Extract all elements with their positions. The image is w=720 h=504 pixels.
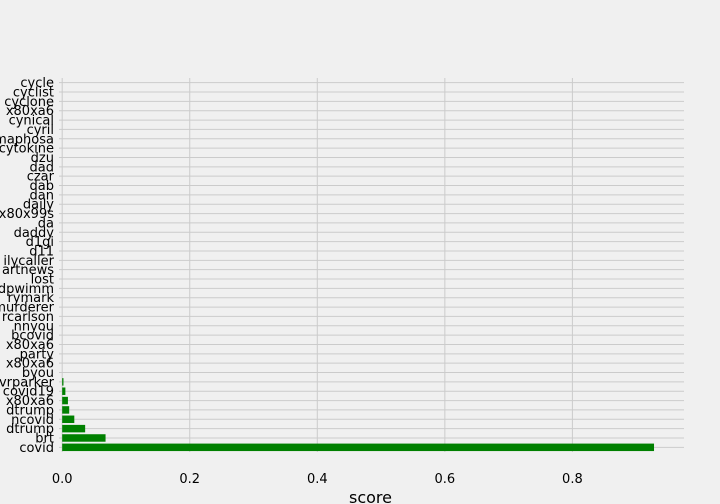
bar-0 [62, 443, 655, 452]
x-tick-label: 0.0 [52, 472, 73, 487]
y-tick-label: d1gi [26, 235, 54, 250]
y-tick-label: ncovid [11, 413, 54, 428]
bar-5 [62, 396, 68, 405]
y-tick-label: cycle [20, 76, 54, 91]
bar-7 [62, 378, 64, 386]
y-tick-label: cyclist [13, 86, 54, 101]
y-tick-label: brt [35, 431, 54, 446]
y-axis-tick-labels: covidbrtdtrumpncoviddtrumpx80xa6covid19v… [0, 76, 55, 456]
y-tick-label: maphosa [0, 132, 54, 147]
y-tick-label: x80x99s [0, 207, 54, 222]
y-tick-label: dtrump [6, 403, 54, 418]
x-tick-label: 0.8 [562, 472, 583, 487]
y-tick-label: ilycaller [3, 254, 54, 269]
y-tick-label: vrparker [0, 375, 55, 390]
bar-1 [62, 434, 106, 442]
y-tick-label: daddy [14, 226, 55, 241]
y-tick-label: x80xa6 [6, 104, 54, 119]
bar-2 [62, 424, 86, 433]
y-tick-label: rymark [7, 291, 54, 306]
y-tick-label: murderer [0, 301, 55, 316]
y-tick-label: dad [30, 160, 54, 175]
grid [59, 78, 684, 452]
x-axis-tick-labels: 0.0 0.2 0.4 0.6 0.8 [52, 472, 583, 487]
bar-6 [62, 387, 66, 395]
y-tick-label: x80xa6 [6, 357, 54, 372]
y-tick-label: x80xa6 [6, 394, 54, 409]
y-tick-label: cyclone [4, 95, 54, 110]
x-tick-label: 0.4 [307, 472, 328, 487]
y-tick-label: dan [30, 188, 54, 203]
x-axis-title: score [349, 488, 392, 504]
bars [62, 378, 655, 452]
y-tick-label: lost [31, 273, 54, 288]
y-tick-label: nnyou [14, 319, 54, 334]
y-tick-label: party [20, 347, 55, 362]
y-tick-label: dab [30, 179, 54, 194]
y-tick-label: covid [19, 441, 54, 456]
y-tick-label: czar [27, 170, 55, 185]
y-tick-label: rcarlson [2, 310, 54, 325]
y-tick-label: dpwimm [0, 282, 54, 297]
y-tick-label: bcovid [11, 329, 54, 344]
y-tick-label: byou [22, 366, 54, 381]
y-tick-label: cynical [9, 114, 54, 129]
x-tick-label: 0.2 [179, 472, 200, 487]
y-tick-label: daily [23, 198, 54, 213]
y-tick-label: dtrump [6, 422, 54, 437]
bar-3 [62, 415, 75, 424]
y-tick-label: x80xa6 [6, 338, 54, 353]
y-tick-label: artnews [2, 263, 54, 278]
y-tick-label: dzu [31, 151, 54, 166]
y-tick-label: cytokine [0, 142, 54, 157]
bar-4 [62, 406, 70, 414]
x-tick-label: 0.6 [434, 472, 455, 487]
y-tick-label: da [38, 216, 54, 231]
y-tick-label: covid19 [3, 385, 54, 400]
y-tick-label: d11 [29, 244, 54, 259]
y-tick-label: cyril [27, 123, 54, 138]
